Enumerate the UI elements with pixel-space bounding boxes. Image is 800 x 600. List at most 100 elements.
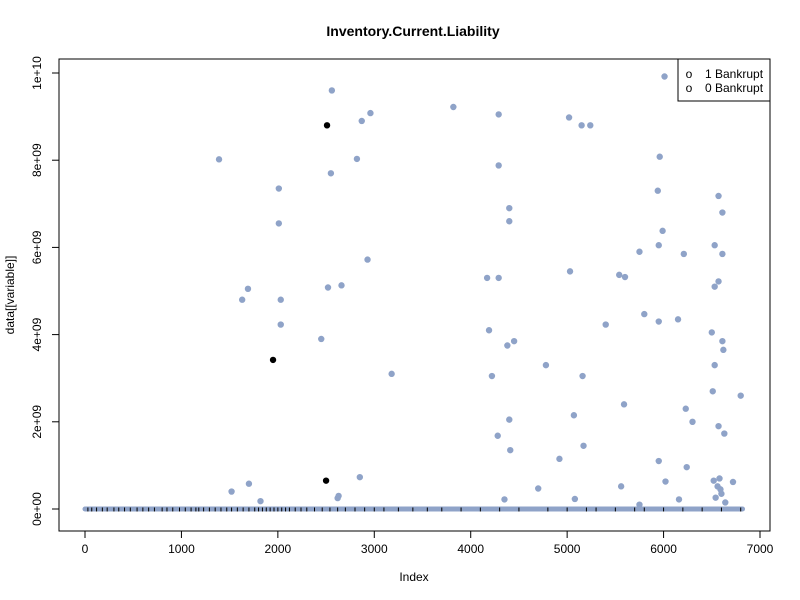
data-point <box>269 356 277 364</box>
data-point <box>709 388 716 395</box>
x-tick-label: 2000 <box>265 542 292 556</box>
data-point <box>504 342 511 349</box>
data-point <box>587 122 594 129</box>
data-point <box>659 227 666 235</box>
data-point <box>656 153 663 160</box>
x-tick-label: 3000 <box>361 542 388 556</box>
data-point <box>716 475 723 482</box>
y-tick-label: 2e+09 <box>30 405 44 439</box>
y-axis: 0e+00 2e+09 4e+09 6e+09 8e+09 1e+10 <box>30 56 60 526</box>
data-point <box>388 370 395 378</box>
data-point <box>335 492 342 500</box>
data-point <box>662 478 669 485</box>
data-point <box>661 73 668 80</box>
data-point <box>275 185 283 192</box>
data-point <box>228 488 235 495</box>
data-point <box>711 242 718 249</box>
data-point <box>711 283 718 290</box>
data-point <box>338 282 345 289</box>
data-point <box>506 204 513 212</box>
y-tick-label: 6e+09 <box>30 230 44 264</box>
data-point <box>367 109 374 117</box>
data-point <box>682 405 689 412</box>
data-point <box>506 218 513 225</box>
data-point <box>328 87 336 94</box>
data-point <box>358 117 365 125</box>
data-point <box>488 372 496 380</box>
data-point <box>674 316 682 323</box>
data-point <box>719 337 726 345</box>
data-point <box>680 250 688 258</box>
data-point <box>580 442 587 449</box>
data-point <box>495 274 502 282</box>
data-point <box>277 296 284 303</box>
data-point <box>245 480 253 487</box>
data-point <box>715 192 722 200</box>
legend-symbol-1: o <box>686 67 693 81</box>
data-point <box>353 155 361 163</box>
x-tick-label: 6000 <box>650 542 677 556</box>
data-point <box>636 248 643 255</box>
data-point <box>327 170 335 177</box>
data-point <box>689 418 696 425</box>
data-point <box>566 268 574 275</box>
data-point <box>356 473 364 481</box>
data-point <box>675 496 683 503</box>
data-point <box>641 310 648 318</box>
data-point <box>257 497 264 505</box>
data-point <box>616 271 623 279</box>
data-point <box>450 103 457 111</box>
legend: o 1 Bankrupt o 0 Bankrupt <box>677 58 771 102</box>
data-point <box>570 412 578 419</box>
data-point <box>571 495 579 503</box>
data-point <box>322 477 330 484</box>
data-point <box>324 284 332 291</box>
y-tick-label: 1e+10 <box>30 56 44 90</box>
data-point <box>617 483 625 490</box>
y-tick-label: 4e+09 <box>30 317 44 351</box>
data-point <box>683 463 690 471</box>
legend-box <box>677 58 771 102</box>
data-point <box>655 242 662 249</box>
data-point <box>579 372 586 380</box>
data-point <box>712 494 719 501</box>
data-point <box>655 457 662 465</box>
data-point <box>483 274 491 282</box>
data-point <box>565 114 573 121</box>
data-point <box>620 401 628 408</box>
data-point <box>215 156 223 163</box>
x-tick-label: 4000 <box>457 542 484 556</box>
data-point <box>485 327 493 334</box>
y-tick-label: 8e+09 <box>30 143 44 177</box>
data-point <box>494 432 501 439</box>
data-point <box>711 361 718 369</box>
data-point <box>710 477 717 484</box>
data-point <box>719 209 726 216</box>
x-tick-label: 1000 <box>168 542 195 556</box>
data-point <box>364 256 371 263</box>
legend-label-1: 1 Bankrupt <box>705 67 764 81</box>
data-point <box>510 337 518 345</box>
data-point <box>721 430 728 437</box>
data-point <box>495 162 502 169</box>
data-point <box>737 392 744 399</box>
data-point <box>722 499 729 506</box>
data-point <box>506 416 513 423</box>
x-tick-label: 7000 <box>747 542 774 556</box>
data-point <box>655 318 662 325</box>
data-point <box>729 478 737 486</box>
data-point <box>535 485 542 492</box>
data-points <box>215 73 744 508</box>
data-point <box>542 361 550 369</box>
data-point <box>495 111 502 118</box>
y-axis-label: data[[variable]] <box>3 256 17 335</box>
data-point <box>238 296 246 303</box>
data-point <box>621 273 629 281</box>
data-point <box>318 335 325 343</box>
legend-symbol-2: o <box>686 81 693 95</box>
data-point <box>507 446 514 454</box>
x-tick-label: 5000 <box>554 542 581 556</box>
data-point <box>719 250 726 258</box>
data-point <box>715 278 722 285</box>
